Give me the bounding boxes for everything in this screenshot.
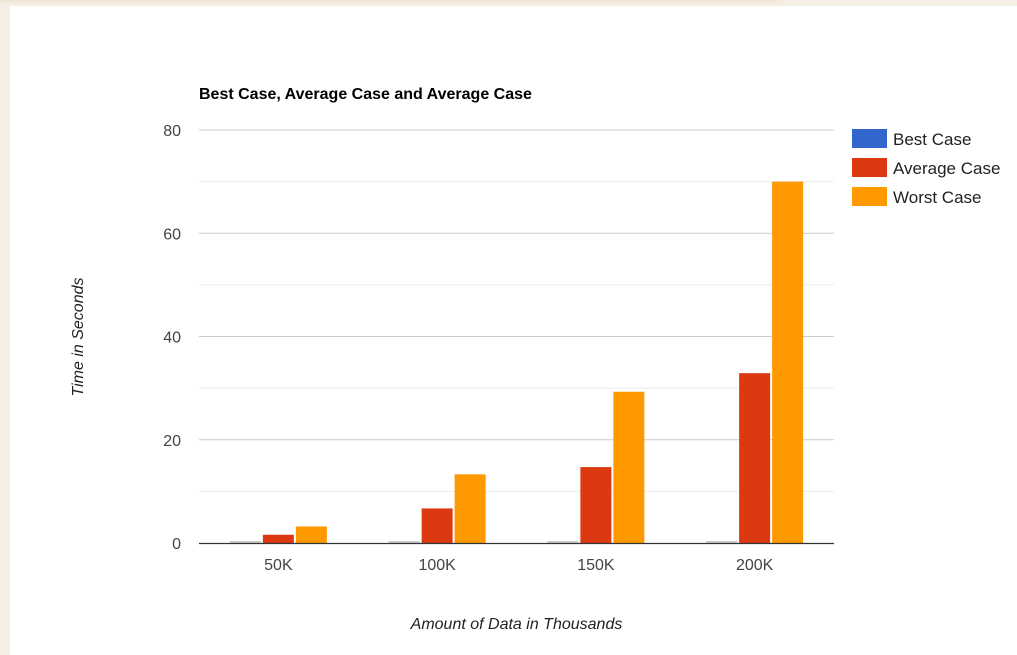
bar-chart: 0 20 40 60 80 50K 100K 150K 200K Best Case, Ave… — [70, 86, 1000, 633]
legend-label-average-case: Average Case — [893, 159, 1000, 178]
legend-label-best-case: Best Case — [893, 130, 971, 149]
chart-title: Best Case, Average Case and Average Case — [199, 86, 532, 103]
bars — [229, 181, 804, 543]
bar-average-case-200k[interactable] — [739, 373, 771, 543]
y-tick-labels: 0 20 40 60 80 — [163, 123, 181, 553]
bar-average-case-50k[interactable] — [262, 534, 294, 543]
legend-label-worst-case: Worst Case — [893, 188, 982, 207]
x-tick-label: 200K — [736, 557, 774, 574]
legend-swatch-worst-case — [852, 187, 887, 206]
y-tick-label: 0 — [172, 536, 181, 553]
bar-average-case-100k[interactable] — [421, 508, 453, 543]
bar-best-case-100k[interactable] — [388, 541, 420, 543]
gridlines — [199, 129, 834, 492]
y-tick-label: 40 — [163, 330, 181, 347]
y-axis-title: Time in Seconds — [70, 277, 87, 396]
bar-worst-case-200k[interactable] — [772, 181, 804, 543]
x-tick-labels: 50K 100K 150K 200K — [264, 557, 773, 574]
y-tick-label: 60 — [163, 226, 181, 243]
bar-average-case-150k[interactable] — [580, 467, 612, 543]
x-tick-label: 50K — [264, 557, 293, 574]
bar-worst-case-50k[interactable] — [295, 526, 327, 543]
bar-worst-case-100k[interactable] — [454, 474, 486, 543]
x-axis-title: Amount of Data in Thousands — [410, 616, 623, 633]
bar-best-case-50k[interactable] — [229, 541, 261, 543]
y-tick-label: 80 — [163, 123, 181, 140]
bar-best-case-200k[interactable] — [706, 541, 738, 543]
x-tick-label: 150K — [577, 557, 615, 574]
bar-worst-case-150k[interactable] — [613, 391, 645, 543]
bar-best-case-150k[interactable] — [547, 541, 579, 543]
chart-panel: 0 20 40 60 80 50K 100K 150K 200K Best Case, Ave… — [10, 6, 1017, 655]
legend-swatch-best-case — [852, 129, 887, 148]
x-tick-label: 100K — [418, 557, 456, 574]
top-border — [0, 0, 777, 3]
legend-swatch-average-case — [852, 158, 887, 177]
y-tick-label: 20 — [163, 433, 181, 450]
legend: Best Case Average Case Worst Case — [852, 129, 1000, 207]
